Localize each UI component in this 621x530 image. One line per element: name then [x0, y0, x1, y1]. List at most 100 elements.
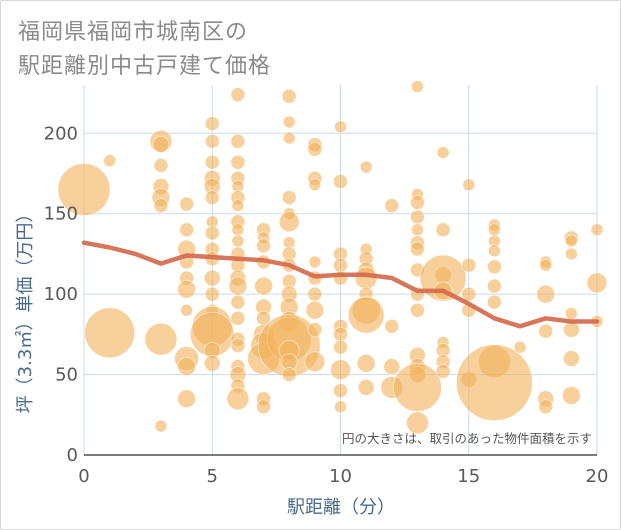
- bubble-point: [308, 255, 322, 269]
- bubble-point: [204, 133, 220, 149]
- bubble-point: [330, 359, 351, 381]
- bubble-point: [334, 120, 347, 134]
- bubble-point: [254, 276, 273, 296]
- bubble-point: [486, 294, 502, 310]
- bubble-point: [410, 209, 425, 225]
- y-tick-label: 200: [44, 123, 78, 144]
- bubble-point: [177, 389, 197, 409]
- bubble-point: [356, 353, 376, 373]
- bubble-point: [383, 358, 401, 375]
- bubble-point: [357, 379, 375, 396]
- bubble-point: [436, 146, 450, 159]
- bubble-point: [230, 87, 246, 103]
- bubble-point: [410, 241, 425, 257]
- bubble-point: [539, 258, 553, 272]
- bubble-point: [564, 307, 578, 320]
- bubble-point: [347, 296, 385, 334]
- bubble-point: [562, 321, 580, 338]
- y-tick-label: 50: [55, 365, 78, 386]
- bubble-point: [461, 286, 477, 302]
- bubble-point: [230, 338, 246, 354]
- bubble-point: [561, 386, 581, 405]
- x-tick-label: 5: [207, 466, 218, 487]
- bubble-point: [154, 419, 168, 433]
- bubble-point: [334, 400, 347, 414]
- bubble-point: [307, 322, 323, 337]
- x-axis-title: 駅距離（分）: [287, 497, 395, 518]
- bubble-point: [153, 198, 169, 214]
- average-line-layer: [81, 240, 600, 329]
- bubble-point: [179, 222, 195, 238]
- bubble-point: [226, 387, 250, 411]
- bubble-point: [307, 141, 323, 157]
- bubble-point: [538, 323, 554, 339]
- x-tick-label: 0: [78, 466, 89, 487]
- bubble-point: [281, 190, 297, 206]
- bubble-point: [333, 383, 348, 399]
- bubble-point: [333, 174, 348, 189]
- bubble-point: [281, 367, 297, 382]
- bubble-point: [536, 284, 556, 304]
- bubble-point: [455, 344, 533, 422]
- bubble-point: [538, 399, 554, 415]
- bubble-point: [144, 322, 178, 356]
- bubble-point: [410, 302, 425, 318]
- bubble-point: [307, 286, 323, 302]
- bubble-point: [230, 133, 246, 149]
- bubble-point: [333, 339, 348, 355]
- bubble-layer: [57, 80, 608, 435]
- bubble-point: [359, 160, 373, 174]
- bubble-point: [486, 259, 502, 275]
- bubble-point: [152, 136, 170, 153]
- bubble-point: [411, 80, 424, 94]
- bubble-point: [564, 247, 578, 261]
- bubble-point: [204, 225, 220, 241]
- bubble-point: [153, 158, 169, 173]
- bubble-point: [354, 266, 378, 290]
- bubble-point: [393, 363, 442, 412]
- bubble-point: [304, 351, 326, 373]
- bubble-point: [282, 115, 296, 129]
- bubble-point: [487, 223, 501, 237]
- bubble-point: [103, 154, 117, 168]
- bubble-point: [231, 199, 245, 213]
- bubble-point: [562, 350, 580, 367]
- bubble-point: [333, 257, 348, 273]
- bubble-point: [204, 190, 220, 206]
- bubble-point: [281, 88, 297, 104]
- bubble-point: [231, 223, 245, 237]
- bubble-point: [278, 211, 300, 233]
- bubble-point: [410, 195, 425, 210]
- x-tick-label: 20: [586, 466, 609, 487]
- bubble-point: [406, 411, 429, 435]
- bubble-point: [256, 399, 271, 415]
- bubble-point: [590, 223, 604, 237]
- bubble-point: [204, 116, 220, 132]
- bubble-point: [586, 272, 608, 294]
- bubble-point: [486, 278, 502, 294]
- bubble-point: [384, 198, 400, 214]
- y-tick-label: 0: [67, 445, 78, 466]
- bubble-point: [230, 294, 246, 310]
- size-annotation: 円の大きさは、取引のあった物件面積を示す: [342, 431, 592, 446]
- bubble-point: [230, 310, 246, 326]
- bubble-point: [487, 244, 501, 258]
- x-tick-label: 10: [329, 466, 352, 487]
- bubble-point: [203, 269, 221, 287]
- bubble-point: [435, 222, 451, 238]
- y-tick-label: 150: [44, 204, 78, 225]
- bubble-point: [204, 286, 220, 302]
- bubble-point: [462, 178, 476, 192]
- bubble-point: [203, 354, 221, 372]
- bubble-point: [84, 307, 136, 359]
- bubble-point: [513, 340, 527, 354]
- bubble-point: [179, 196, 195, 212]
- bubble-point: [57, 163, 111, 216]
- bubble-point: [384, 318, 400, 334]
- bubble-point: [228, 276, 248, 296]
- bubble-point: [333, 326, 348, 342]
- y-tick-label: 100: [44, 284, 78, 305]
- bubble-point: [230, 154, 246, 170]
- title-line-1: 福岡県福岡市城南区の: [18, 20, 249, 45]
